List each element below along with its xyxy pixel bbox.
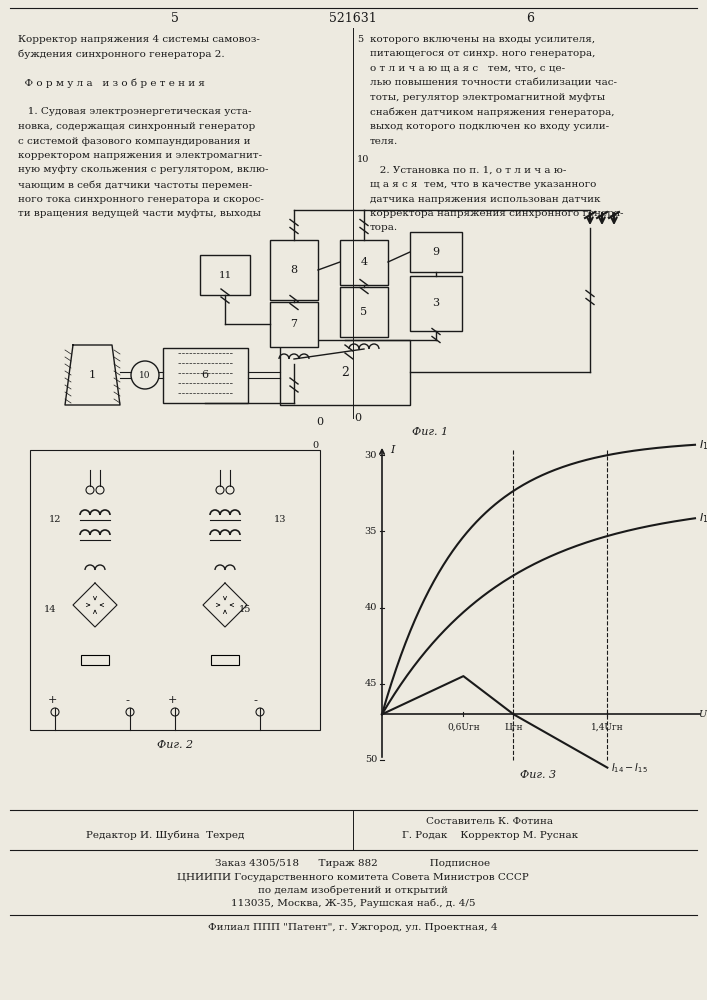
Text: 35: 35 [365, 527, 377, 536]
Text: 40: 40 [365, 603, 377, 612]
Text: -: - [253, 695, 257, 705]
Text: 8: 8 [291, 265, 298, 275]
Text: 45: 45 [365, 679, 377, 688]
Text: с системой фазового компаундирования и: с системой фазового компаундирования и [18, 136, 250, 145]
Bar [270, 302, 318, 347]
Text: 1: 1 [88, 370, 95, 380]
Circle shape [171, 708, 179, 716]
Text: питающегося от синхр. ного генератора,: питающегося от синхр. ного генератора, [370, 49, 595, 58]
Text: 1. Судовая электроэнергетическая уста-: 1. Судовая электроэнергетическая уста- [18, 107, 252, 116]
Text: Ф о р м у л а   и з о б р е т е н и я: Ф о р м у л а и з о б р е т е н и я [18, 79, 205, 88]
Bar [270, 240, 318, 300]
Circle shape [226, 486, 234, 494]
Bar [30, 450, 320, 730]
Text: +: + [168, 695, 177, 705]
Text: 6: 6 [201, 370, 209, 380]
Text: буждения синхронного генератора 2.: буждения синхронного генератора 2. [18, 49, 225, 59]
Bar [200, 255, 250, 295]
Text: 10: 10 [139, 370, 151, 379]
Bar [163, 348, 248, 403]
Text: 5: 5 [171, 11, 179, 24]
Text: тора.: тора. [370, 224, 398, 232]
Circle shape [126, 708, 134, 716]
Circle shape [86, 486, 94, 494]
Text: чающим в себя датчики частоты перемен-: чающим в себя датчики частоты перемен- [18, 180, 252, 190]
Text: $I_{14}$: $I_{14}$ [699, 511, 707, 525]
Text: по делам изобретений и открытий: по делам изобретений и открытий [258, 885, 448, 895]
Text: 2. Установка по п. 1, о т л и ч а ю-: 2. Установка по п. 1, о т л и ч а ю- [370, 165, 566, 174]
Text: +: + [47, 695, 57, 705]
Bar [81, 655, 109, 665]
Text: тоты, регулятор электромагнитной муфты: тоты, регулятор электромагнитной муфты [370, 93, 605, 102]
Text: Фиг. 1: Фиг. 1 [412, 427, 448, 437]
Text: Цгн: Цгн [504, 722, 522, 731]
Text: Филиал ППП "Патент", г. Ужгород, ул. Проектная, 4: Филиал ППП "Патент", г. Ужгород, ул. Про… [208, 924, 498, 932]
Text: корректором напряжения и электромагнит-: корректором напряжения и электромагнит- [18, 151, 262, 160]
Text: Ur: Ur [698, 710, 707, 719]
Text: 5: 5 [357, 35, 363, 44]
Circle shape [96, 486, 104, 494]
Text: корректора напряжения синхронного генера-: корректора напряжения синхронного генера… [370, 209, 624, 218]
Text: 6: 6 [526, 11, 534, 24]
Text: 4: 4 [361, 257, 368, 267]
Text: 30: 30 [365, 450, 377, 460]
Text: 5: 5 [361, 307, 368, 317]
Text: ного тока синхронного генератора и скорос-: ного тока синхронного генератора и скоро… [18, 194, 264, 204]
Bar [410, 276, 462, 331]
Text: 11: 11 [218, 270, 232, 279]
Circle shape [216, 486, 224, 494]
Text: 0: 0 [312, 440, 318, 450]
Text: 2: 2 [341, 365, 349, 378]
Bar [340, 240, 388, 285]
Text: 1,4Uгн: 1,4Uгн [591, 722, 624, 731]
Text: Заказ 4305/518      Тираж 882                Подписное: Заказ 4305/518 Тираж 882 Подписное [216, 858, 491, 867]
Text: датчика напряжения использован датчик: датчика напряжения использован датчик [370, 194, 600, 204]
Circle shape [256, 708, 264, 716]
Circle shape [51, 708, 59, 716]
Text: Фиг. 3: Фиг. 3 [520, 770, 556, 780]
Text: теля.: теля. [370, 136, 398, 145]
Text: 50: 50 [365, 756, 377, 764]
Text: лью повышения точности стабилизации час-: лью повышения точности стабилизации час- [370, 79, 617, 88]
Text: выход которого подключен ко входу усили-: выход которого подключен ко входу усили- [370, 122, 609, 131]
Text: снабжен датчиком напряжения генератора,: снабжен датчиком напряжения генератора, [370, 107, 614, 117]
Text: Составитель К. Фотина: Составитель К. Фотина [426, 818, 554, 826]
Text: ную муфту скольжения с регулятором, вклю-: ную муфту скольжения с регулятором, вклю… [18, 165, 269, 174]
Text: Корректор напряжения 4 системы самовоз-: Корректор напряжения 4 системы самовоз- [18, 35, 260, 44]
Text: 12: 12 [49, 516, 62, 524]
Text: о т л и ч а ю щ а я с   тем, что, с це-: о т л и ч а ю щ а я с тем, что, с це- [370, 64, 565, 73]
Text: 10: 10 [357, 155, 369, 164]
Text: 15: 15 [239, 605, 251, 614]
Text: 13: 13 [274, 516, 286, 524]
Bar [280, 340, 410, 405]
Bar [410, 232, 462, 272]
Text: которого включены на входы усилителя,: которого включены на входы усилителя, [370, 35, 595, 44]
Text: $I_{14}-I_{15}$: $I_{14}-I_{15}$ [612, 761, 648, 775]
Bar [340, 287, 388, 337]
Text: -: - [125, 695, 129, 705]
Text: Г. Родак    Корректор М. Руснак: Г. Родак Корректор М. Руснак [402, 830, 578, 840]
Circle shape [131, 361, 159, 389]
Text: 521631: 521631 [329, 11, 377, 24]
Bar [211, 655, 239, 665]
Text: 9: 9 [433, 247, 440, 257]
Text: 7: 7 [291, 319, 298, 329]
Text: 3: 3 [433, 298, 440, 308]
Text: Редактор И. Шубина  Техред: Редактор И. Шубина Техред [86, 830, 244, 840]
Text: 0: 0 [354, 413, 361, 423]
Text: I: I [390, 445, 395, 455]
Text: ти вращения ведущей части муфты, выходы: ти вращения ведущей части муфты, выходы [18, 209, 261, 218]
Text: 0,6Uгн: 0,6Uгн [447, 722, 480, 731]
Text: 14: 14 [44, 605, 57, 614]
Text: $I_{15}$: $I_{15}$ [699, 438, 707, 452]
Text: Фиг. 2: Фиг. 2 [157, 740, 193, 750]
Text: 0: 0 [317, 417, 324, 427]
Text: щ а я с я  тем, что в качестве указанного: щ а я с я тем, что в качестве указанного [370, 180, 597, 189]
Text: 113035, Москва, Ж-35, Раушская наб., д. 4/5: 113035, Москва, Ж-35, Раушская наб., д. … [230, 898, 475, 908]
Text: новка, содержащая синхронный генератор: новка, содержащая синхронный генератор [18, 122, 255, 131]
Text: ЦНИИПИ Государственного комитета Совета Министров СССР: ЦНИИПИ Государственного комитета Совета … [177, 872, 529, 882]
